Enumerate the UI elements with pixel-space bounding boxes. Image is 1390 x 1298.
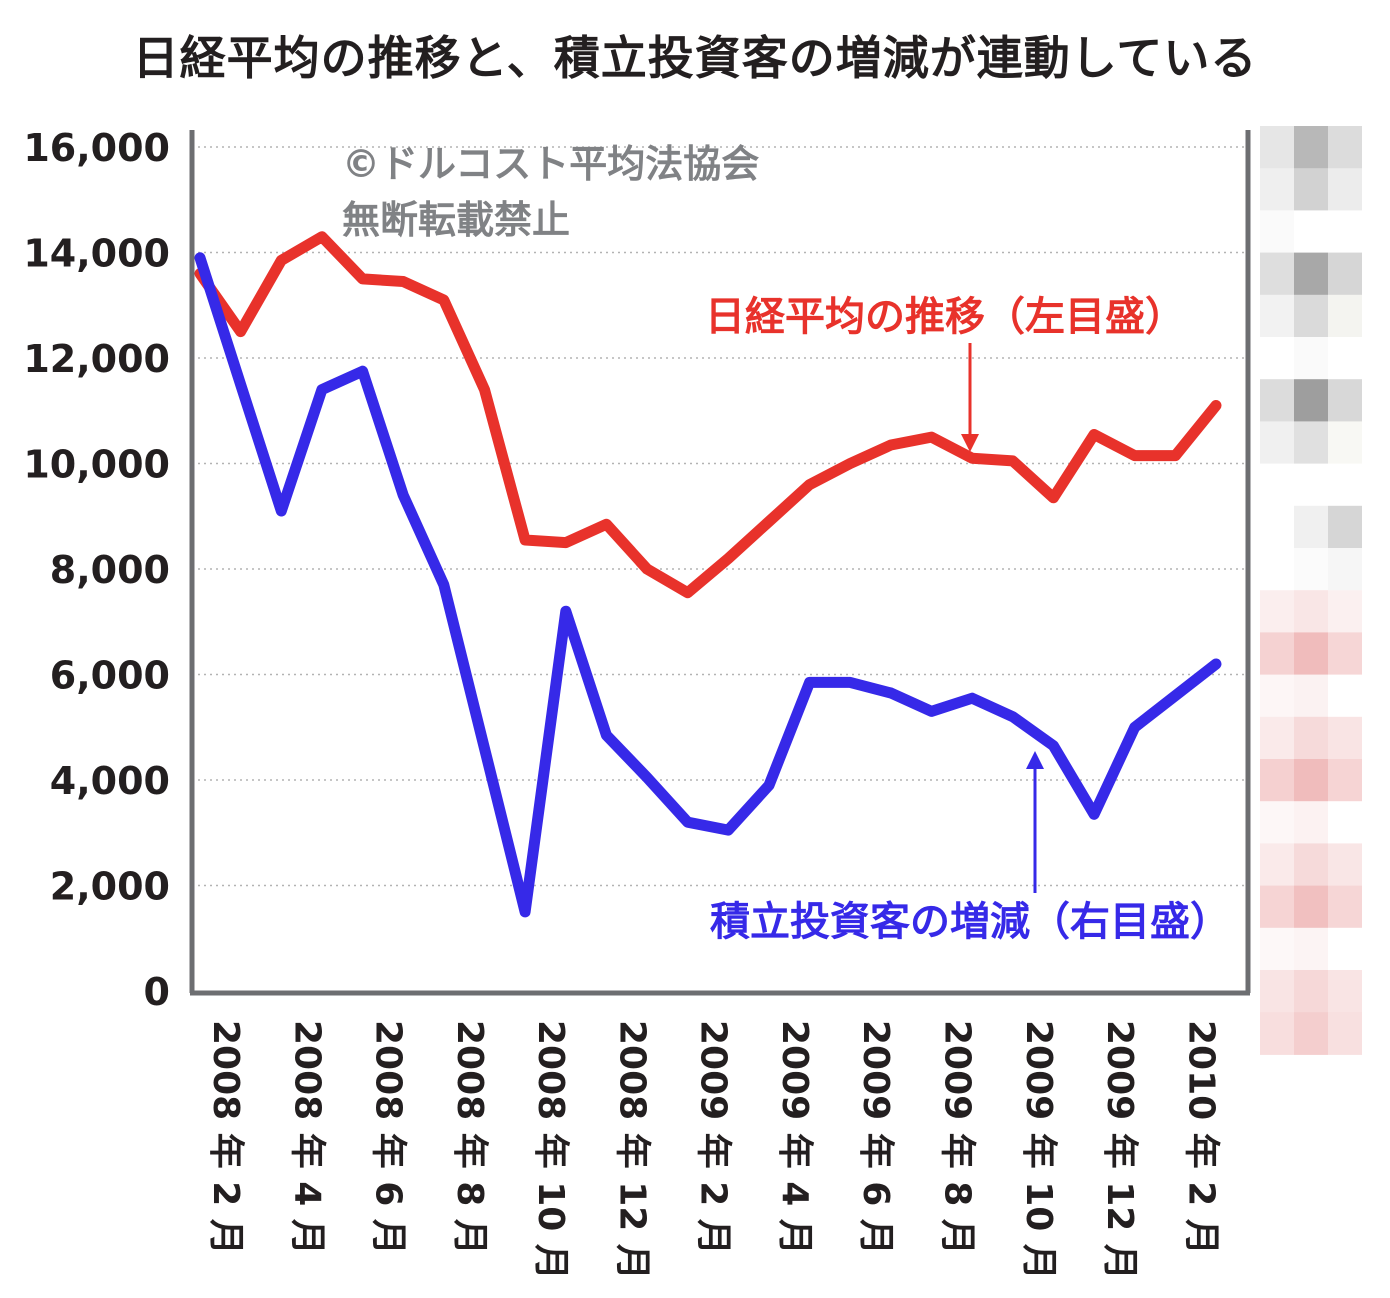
pixelated-right-axis-cell	[1260, 252, 1294, 296]
watermark-text: 無断転載禁止	[342, 198, 570, 242]
y-tick-label: 14,000	[23, 232, 170, 276]
pixelated-right-axis-cell	[1260, 927, 1294, 971]
pixelated-right-axis-cell	[1260, 759, 1294, 802]
y-tick-label: 10,000	[23, 443, 170, 487]
pixelated-right-axis-cell	[1294, 970, 1328, 1013]
pixelated-right-axis-cell	[1294, 168, 1328, 211]
pixelated-right-axis-cell	[1294, 590, 1328, 633]
y-tick-label: 6,000	[50, 654, 170, 698]
nikkei-arrowhead	[961, 434, 979, 452]
pixelated-right-axis-cell	[1260, 379, 1294, 422]
pixelated-right-axis-cell	[1294, 759, 1328, 802]
x-tick-label: 2008 年 4 月	[286, 1020, 327, 1255]
pixelated-right-axis-cell	[1328, 927, 1362, 971]
pixelated-right-axis-cell	[1260, 632, 1294, 676]
pixelated-right-axis-cell	[1328, 590, 1362, 633]
x-tick-label: 2008 年 6 月	[368, 1020, 409, 1255]
pixelated-right-axis-cell	[1260, 716, 1294, 760]
x-tick-label: 2009 年 2 月	[693, 1020, 734, 1255]
pixelated-right-axis-cell	[1328, 337, 1362, 380]
pixelated-right-axis-cell	[1294, 463, 1328, 507]
pixelated-right-axis-cell	[1260, 885, 1294, 929]
y-tick-label: 8,000	[50, 548, 170, 592]
pixelated-right-axis-cell	[1260, 168, 1294, 211]
pixelated-right-axis-cell	[1260, 674, 1294, 718]
y-tick-label: 16,000	[23, 126, 170, 170]
x-tick-label: 2009 年 10 月	[1018, 1020, 1059, 1280]
pixelated-right-axis-cell	[1294, 210, 1328, 254]
pixelated-right-axis-cell	[1294, 927, 1328, 971]
pixelated-right-axis-cell	[1294, 548, 1328, 591]
pixelated-right-axis-cell	[1328, 674, 1362, 718]
x-tick-label: 2009 年 12 月	[1099, 1020, 1140, 1280]
pixelated-right-axis-cell	[1328, 716, 1362, 760]
pixelated-right-axis-cell	[1294, 674, 1328, 718]
pixelated-right-axis-cell	[1294, 1012, 1328, 1055]
pixelated-right-axis-cell	[1294, 379, 1328, 422]
pixelated-right-axis-cell	[1294, 843, 1328, 887]
y-tick-label: 2,000	[50, 865, 170, 909]
pixelated-right-axis-cell	[1294, 294, 1328, 338]
pixelated-right-axis-cell	[1260, 590, 1294, 633]
pixelated-right-axis-cell	[1294, 126, 1328, 169]
investor-line	[194, 252, 1222, 918]
pixelated-right-axis-cell	[1260, 337, 1294, 380]
pixelated-right-axis-cell	[1260, 970, 1294, 1013]
pixelated-right-axis-cell	[1260, 421, 1294, 465]
pixelated-right-axis-cell	[1328, 632, 1362, 676]
pixelated-right-axis-cell	[1328, 885, 1362, 929]
x-tick-label: 2009 年 8 月	[937, 1020, 978, 1255]
x-tick-label: 2010 年 2 月	[1180, 1020, 1221, 1255]
pixelated-right-axis-cell	[1294, 421, 1328, 465]
pixelated-right-axis-cell	[1294, 801, 1328, 844]
pixelated-right-axis-cell	[1328, 252, 1362, 296]
pixelated-right-axis-cell	[1294, 716, 1328, 760]
pixelated-right-axis-cell	[1260, 463, 1294, 507]
pixelated-right-axis-cell	[1328, 970, 1362, 1013]
pixelated-right-axis-cell	[1294, 885, 1328, 929]
x-tick-label: 2009 年 4 月	[774, 1020, 815, 1255]
x-tick-label: 2008 年 8 月	[449, 1020, 490, 1255]
y-tick-label: 12,000	[23, 337, 170, 381]
x-tick-label: 2009 年 6 月	[855, 1020, 896, 1255]
pixelated-right-axis-cell	[1328, 759, 1362, 802]
pixelated-right-axis-cell	[1328, 1012, 1362, 1055]
pixelated-right-axis-cell	[1294, 337, 1328, 380]
pixelated-right-axis-cell	[1328, 210, 1362, 254]
watermark-text: ©ドルコスト平均法協会	[342, 142, 759, 186]
pixelated-right-axis-cell	[1328, 548, 1362, 591]
x-tick-label: 2008 年 12 月	[611, 1020, 652, 1280]
pixelated-right-axis-cell	[1328, 126, 1362, 169]
y-tick-label: 4,000	[50, 759, 170, 803]
pixelated-right-axis-cell	[1260, 505, 1294, 549]
pixelated-right-axis-cell	[1294, 505, 1328, 549]
investor-arrowhead	[1026, 751, 1044, 769]
nikkei-line	[194, 231, 1222, 599]
pixelated-right-axis-cell	[1260, 126, 1294, 169]
pixelated-right-axis-cell	[1260, 843, 1294, 887]
pixelated-right-axis-cell	[1294, 632, 1328, 676]
pixelated-right-axis-cell	[1260, 294, 1294, 338]
pixelated-right-axis-cell	[1328, 294, 1362, 338]
y-tick-label: 0	[144, 970, 170, 1014]
pixelated-right-axis-cell	[1328, 843, 1362, 887]
pixelated-right-axis-cell	[1260, 548, 1294, 591]
pixelated-right-axis-cell	[1294, 252, 1328, 296]
x-tick-label: 2008 年 10 月	[530, 1020, 571, 1280]
x-tick-label: 2008 年 2 月	[205, 1020, 246, 1255]
chart-title: 日経平均の推移と、積立投資客の増減が連動している	[132, 31, 1258, 85]
pixelated-right-axis-cell	[1328, 168, 1362, 211]
pixelated-right-axis-cell	[1328, 801, 1362, 844]
pixelated-right-axis-cell	[1260, 210, 1294, 254]
pixelated-right-axis-cell	[1328, 463, 1362, 507]
pixelated-right-axis-cell	[1260, 801, 1294, 844]
pixelated-right-axis-cell	[1260, 1012, 1294, 1055]
investor-series-label: 積立投資客の増減（右目盛）	[710, 899, 1230, 945]
pixelated-right-axis-cell	[1328, 505, 1362, 549]
nikkei-series-label: 日経平均の推移（左目盛）	[705, 294, 1185, 340]
pixelated-right-axis-cell	[1328, 421, 1362, 465]
pixelated-right-axis-cell	[1328, 379, 1362, 422]
